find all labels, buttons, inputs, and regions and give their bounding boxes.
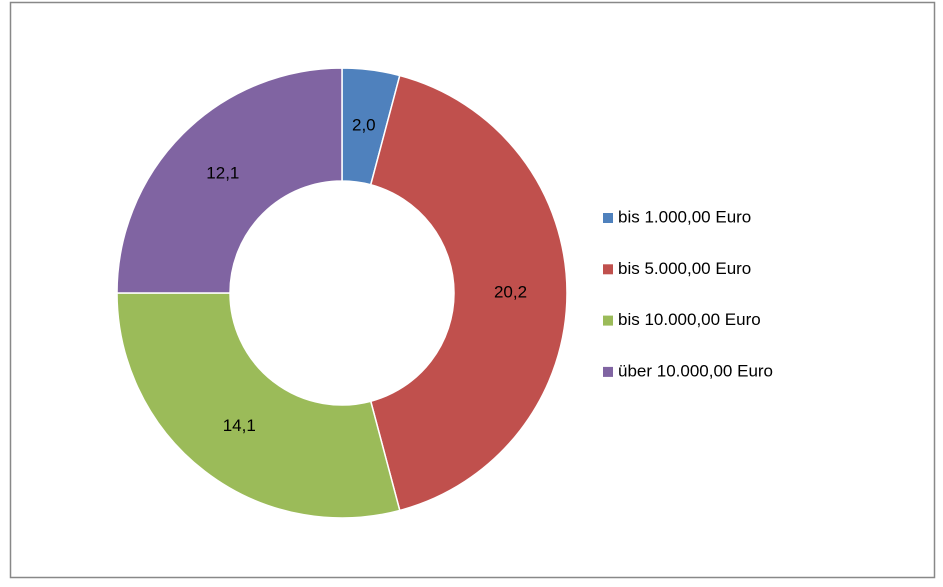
legend-marker [603,315,613,326]
donut-slice [116,67,343,294]
data-label: 20,2 [494,282,527,301]
data-label: 14,1 [223,416,256,435]
legend-label: über 10.000,00 Euro [618,361,773,380]
legend-marker [603,264,613,275]
legend-label: bis 10.000,00 Euro [618,310,761,329]
legend-label: bis 5.000,00 Euro [618,259,751,278]
legend-marker [603,213,613,223]
data-label: 12,1 [206,163,239,182]
donut-slice [116,292,401,519]
data-label: 2,0 [352,115,376,134]
legend-marker [603,366,613,377]
legend-label: bis 1.000,00 Euro [618,207,751,226]
donut-slice [369,74,568,512]
